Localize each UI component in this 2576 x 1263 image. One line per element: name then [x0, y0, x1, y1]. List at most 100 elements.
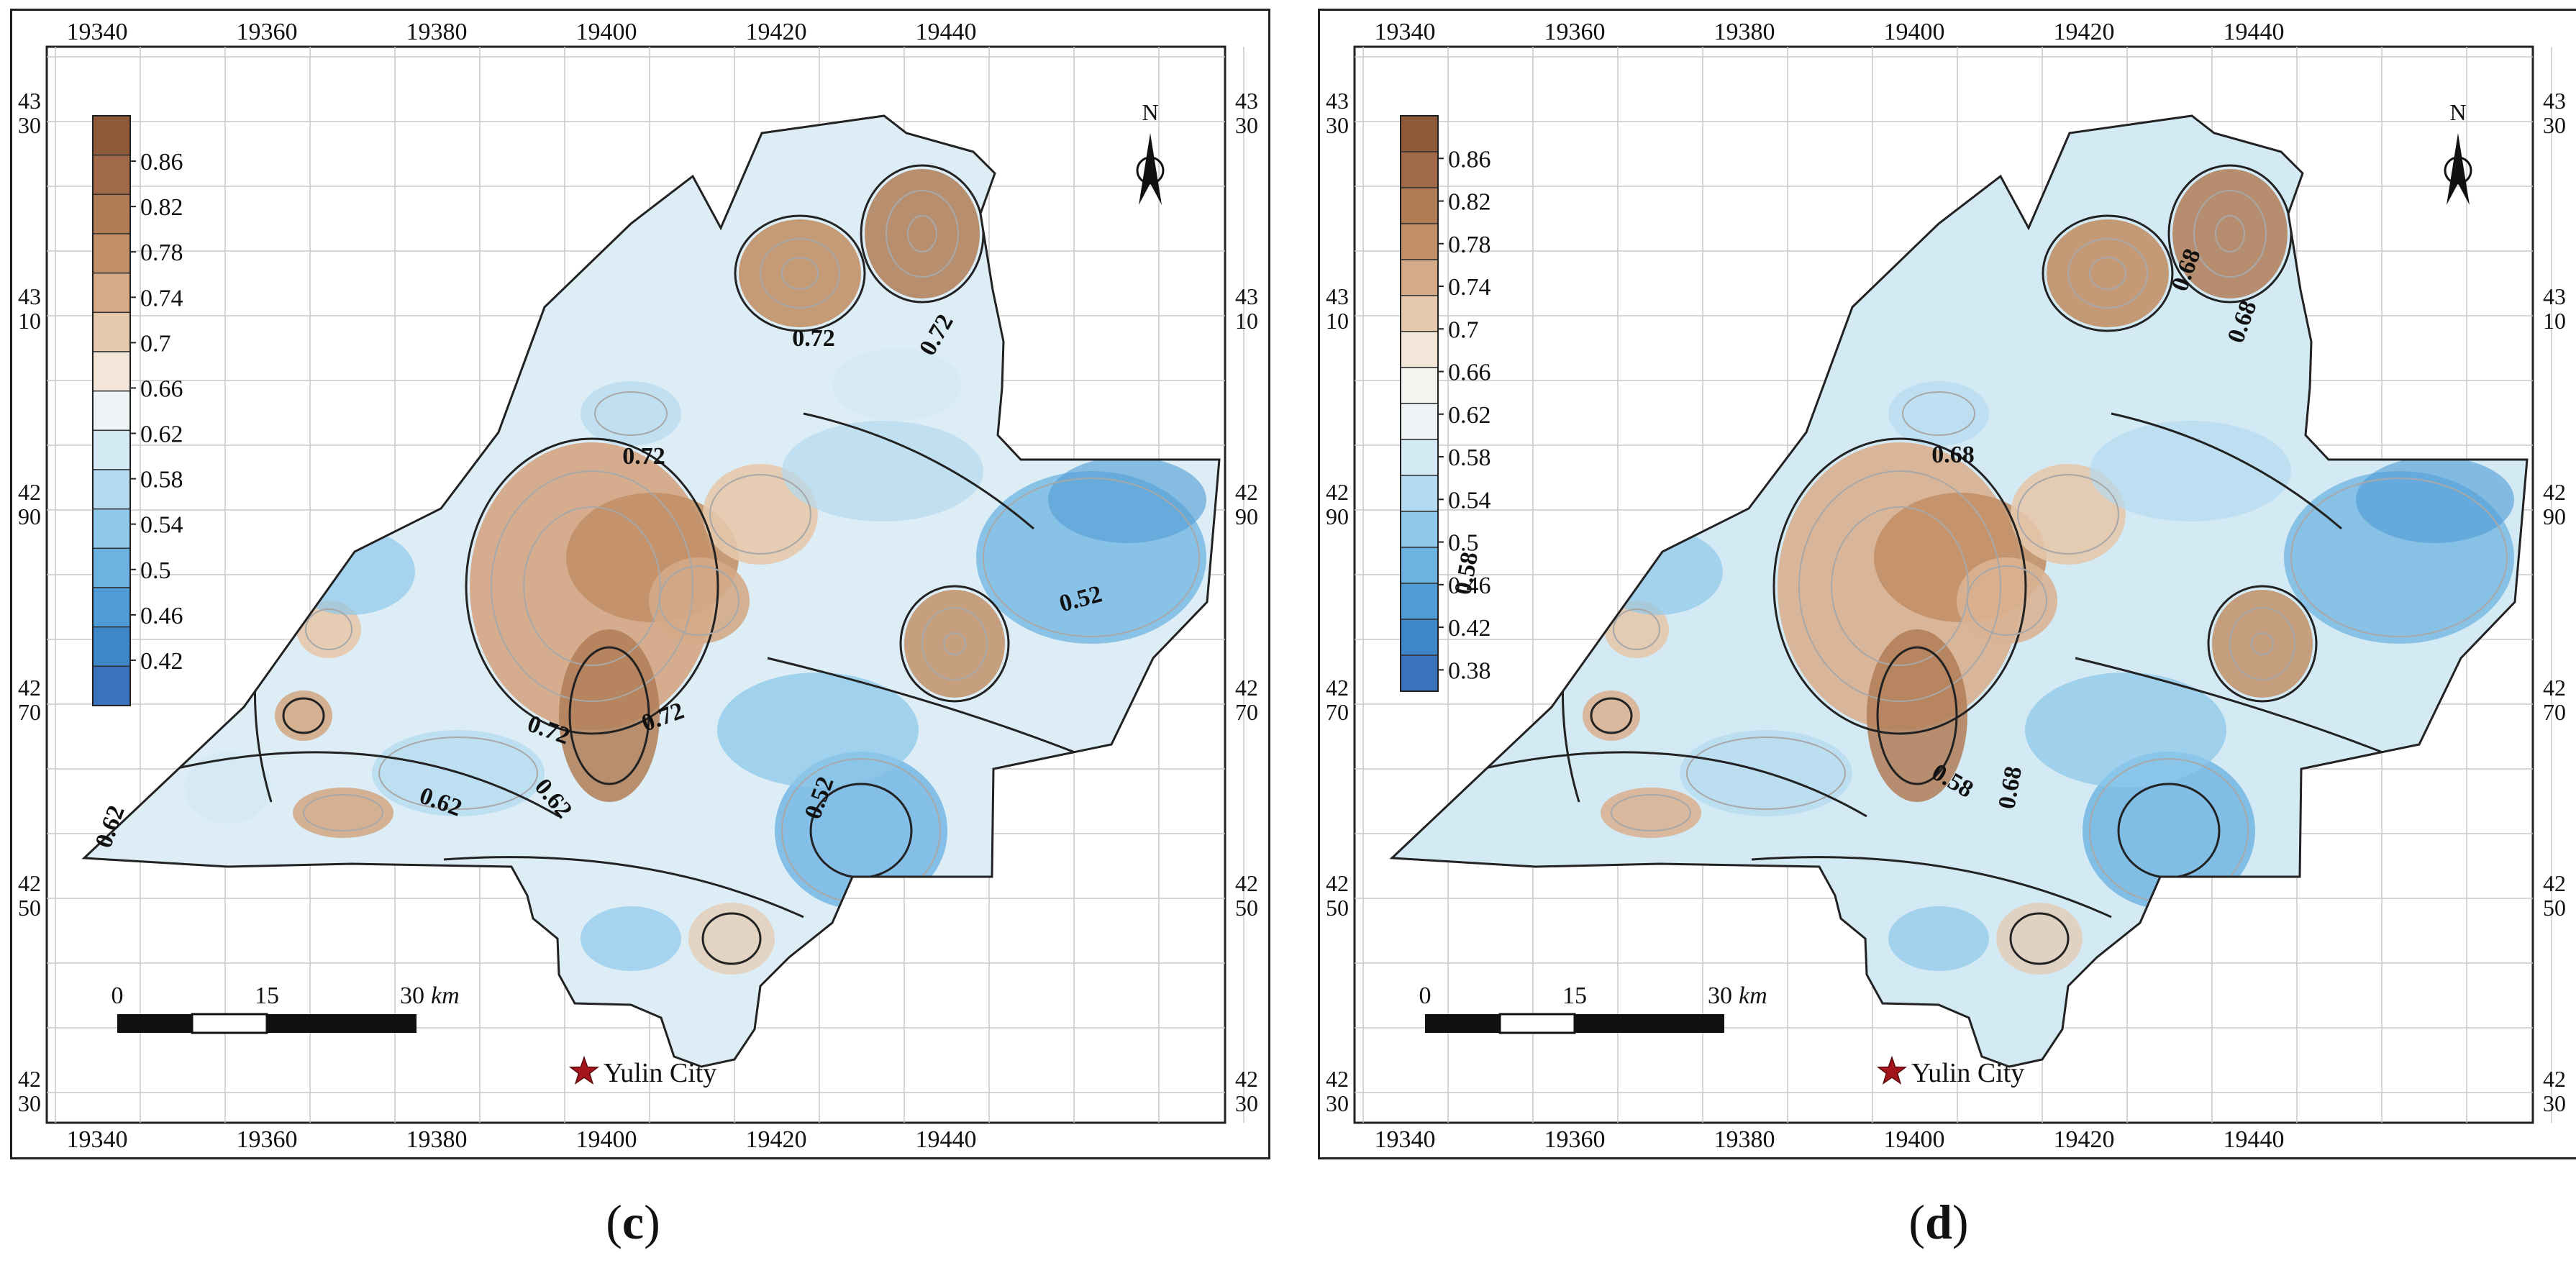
legend-swatch [92, 665, 131, 706]
x-tick-label-bottom: 19440 [2224, 1126, 2285, 1153]
scale-unit: km [1739, 982, 1767, 1009]
contour-ring [1772, 437, 2027, 735]
city-label: Yulin City [1911, 1058, 2024, 1088]
map-frame [45, 45, 1226, 1124]
y-tick-label-right: 90 [1235, 503, 1258, 529]
surface-patch [782, 421, 983, 521]
contour-ring [1611, 794, 1691, 831]
scale-segment [117, 1014, 192, 1033]
surface-patch [1957, 557, 2057, 644]
y-tick-label-right: 42 [1235, 870, 1258, 896]
star-icon [568, 1055, 600, 1085]
map-frame [1353, 45, 2534, 1124]
contour-ring [465, 437, 719, 735]
x-tick-label-bottom: 19440 [916, 1126, 977, 1153]
y-tick-label-left: 70 [18, 699, 41, 725]
legend-swatch [92, 429, 131, 470]
legend-swatch [92, 115, 131, 156]
legend-swatch [1400, 295, 1439, 332]
value-surface [1392, 116, 2527, 1067]
legend-value: 0.74 [140, 285, 183, 311]
y-tick-label-right: 42 [2543, 1066, 2566, 1092]
y-tick-label-right: 30 [1235, 112, 1258, 138]
contour-ring [378, 737, 538, 810]
y-tick-label-left: 43 [1326, 283, 1349, 309]
legend-value: 0.78 [140, 240, 183, 266]
contour-ring [305, 608, 352, 650]
x-tick-label-top: 19380 [406, 19, 468, 45]
x-tick-label-bottom: 19340 [67, 1126, 128, 1153]
legend-swatch [1400, 583, 1439, 620]
contour-ring [491, 470, 693, 702]
map-panel-d: 0.68 0.68 0.68 0.68 0.58 0.58 19340 19360 19380 1… [1318, 9, 2576, 1159]
y-tick-label-left: 50 [1326, 895, 1349, 921]
legend-swatch [1400, 619, 1439, 656]
value-surface [84, 116, 1219, 1067]
legend-value: 0.42 [140, 648, 183, 675]
north-ring-icon [2444, 156, 2472, 185]
scale-segment [191, 1013, 268, 1034]
surface-patch [1867, 629, 1967, 802]
city-marker: Yulin City [1876, 1055, 2024, 1088]
contour-ring [2207, 585, 2318, 703]
legend-value: 0.42 [1448, 615, 1491, 642]
north-arrow: N [1136, 99, 1165, 205]
contour-ring [2215, 215, 2245, 252]
contour-ring [781, 257, 819, 290]
contour-ring [282, 697, 325, 734]
y-tick-label-left: 30 [1326, 112, 1349, 138]
y-tick-label-left: 90 [1326, 503, 1349, 529]
contour-line [2075, 657, 2400, 760]
y-tick-label-right: 10 [2543, 308, 2566, 334]
scale-label: 0 [111, 982, 124, 1009]
y-tick-label-right: 70 [1235, 699, 1258, 725]
y-tick-label-left: 42 [1326, 479, 1349, 505]
legend-swatch [1400, 331, 1439, 368]
legend-value: 0.86 [1448, 146, 1491, 173]
legend-value: 0.46 [140, 603, 183, 629]
contour-lines [155, 164, 1200, 965]
scale-segment [1498, 1013, 1576, 1034]
legend-value: 0.5 [1448, 530, 1479, 557]
contour-ring [303, 794, 383, 831]
x-tick-label-bottom: 19420 [2054, 1126, 2115, 1153]
x-tick-label-top: 19400 [576, 19, 637, 45]
contour-ring [2193, 190, 2267, 278]
legend-value: 0.78 [1448, 232, 1491, 258]
contour-ring [1902, 391, 1975, 436]
scale-segment [267, 1014, 417, 1033]
legend-swatch [1400, 151, 1439, 188]
y-tick-label-right: 90 [2543, 503, 2566, 529]
y-tick-label-right: 43 [2543, 88, 2566, 114]
legend-swatch [92, 272, 131, 314]
y-tick-label-right: 50 [1235, 895, 1258, 921]
y-tick-label-left: 30 [1326, 1090, 1349, 1116]
y-tick-label-right: 30 [1235, 1090, 1258, 1116]
map-c: 0.72 0.720.720.72 0.720.62 0.62 0.62 0.520.52… [12, 11, 1268, 1157]
y-tick-label-right: 30 [2543, 112, 2566, 138]
legend-value: 0.54 [140, 512, 183, 539]
north-label: N [1142, 99, 1158, 125]
contour-line [1751, 856, 2112, 918]
contour-ring [943, 632, 966, 655]
legend-value: 0.66 [140, 375, 183, 402]
surface-patch [904, 590, 1005, 698]
contour-ring [1686, 737, 1846, 810]
city-marker: Yulin City [568, 1055, 716, 1088]
legend-value: 0.7 [140, 330, 171, 357]
surface-patch [832, 349, 962, 421]
legend-swatch [92, 311, 131, 352]
y-tick-label-right: 10 [1235, 308, 1258, 334]
contour-ring [2067, 238, 2148, 309]
legend-swatch [92, 351, 131, 392]
x-tick-label-bottom: 19380 [1714, 1126, 1775, 1153]
scale-label: 30 [1708, 982, 1732, 1009]
legend-swatch [1400, 223, 1439, 260]
y-tick-label-left: 42 [18, 675, 41, 701]
legend-swatch [1400, 115, 1439, 152]
caption-letter: c [622, 1195, 645, 1249]
y-tick-label-right: 42 [1235, 675, 1258, 701]
x-tick-label-top: 19340 [67, 19, 128, 45]
contour-ring [701, 912, 762, 965]
legend-swatch [1400, 403, 1439, 440]
